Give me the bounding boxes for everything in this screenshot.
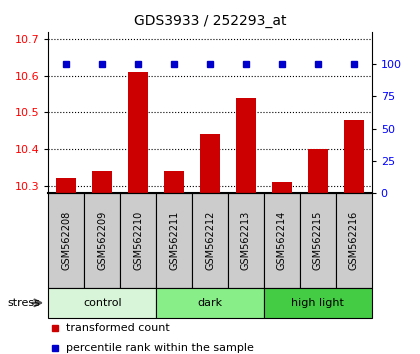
Bar bbox=[272, 182, 292, 193]
Text: GSM562212: GSM562212 bbox=[205, 211, 215, 270]
Text: stress: stress bbox=[7, 298, 40, 308]
Bar bbox=[164, 171, 184, 193]
Text: GSM562208: GSM562208 bbox=[61, 211, 71, 270]
Bar bbox=[156, 193, 192, 288]
Text: GSM562214: GSM562214 bbox=[277, 211, 287, 270]
Bar bbox=[228, 193, 264, 288]
Text: high light: high light bbox=[291, 298, 344, 308]
Text: GSM562211: GSM562211 bbox=[169, 211, 179, 270]
Text: GSM562209: GSM562209 bbox=[97, 211, 107, 270]
Bar bbox=[300, 193, 336, 288]
Bar bbox=[336, 193, 372, 288]
Bar bbox=[200, 135, 220, 193]
Bar bbox=[344, 120, 364, 193]
Bar bbox=[192, 193, 228, 288]
Bar bbox=[156, 288, 264, 318]
Bar bbox=[120, 193, 156, 288]
Bar bbox=[84, 193, 120, 288]
Bar bbox=[308, 149, 328, 193]
Text: GSM562213: GSM562213 bbox=[241, 211, 251, 270]
Bar bbox=[56, 178, 76, 193]
Bar bbox=[264, 288, 372, 318]
Text: transformed count: transformed count bbox=[66, 323, 170, 333]
Text: GSM562210: GSM562210 bbox=[133, 211, 143, 270]
Bar bbox=[48, 288, 156, 318]
Bar bbox=[264, 193, 300, 288]
Bar bbox=[236, 98, 256, 193]
Text: GSM562215: GSM562215 bbox=[313, 211, 323, 270]
Text: control: control bbox=[83, 298, 121, 308]
Text: dark: dark bbox=[197, 298, 223, 308]
Title: GDS3933 / 252293_at: GDS3933 / 252293_at bbox=[134, 14, 286, 28]
Text: GSM562216: GSM562216 bbox=[349, 211, 359, 270]
Bar bbox=[48, 193, 84, 288]
Bar bbox=[128, 72, 148, 193]
Text: percentile rank within the sample: percentile rank within the sample bbox=[66, 343, 254, 353]
Bar bbox=[92, 171, 112, 193]
